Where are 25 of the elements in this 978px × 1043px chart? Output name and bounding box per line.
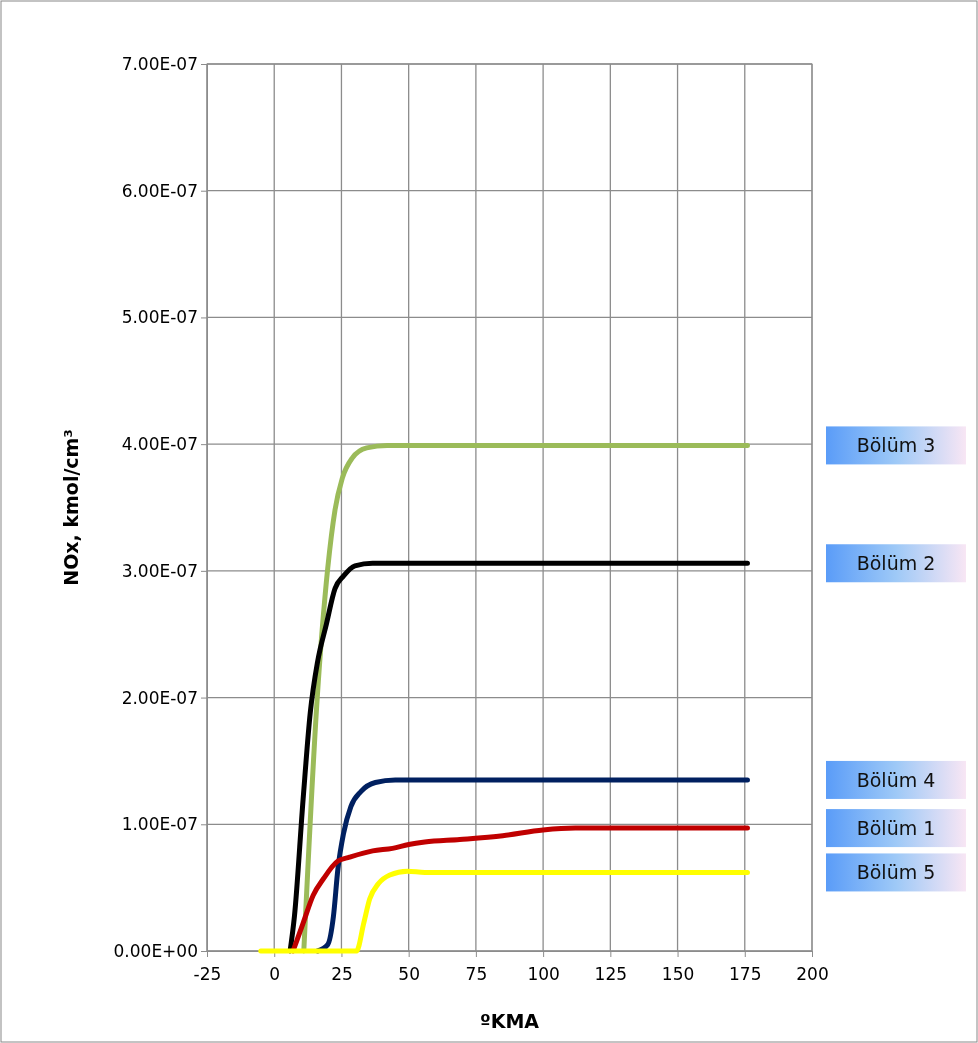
x-tick-label: 175	[729, 964, 762, 985]
text: Bölüm 5	[856, 861, 936, 884]
x-tick-label: 50	[398, 964, 420, 985]
y-tick-label: 4.00E-07	[121, 434, 198, 455]
y-tick-label: 1.00E-07	[121, 814, 198, 835]
x-tick-label: 75	[465, 964, 488, 985]
x-tick-label: 100	[527, 964, 560, 985]
y-tick-label: 6.00E-07	[121, 180, 198, 201]
x-tick-label: 150	[661, 964, 695, 985]
y-tick-label: 2.00E-07	[121, 687, 198, 708]
x-axis-title: ºKMA	[479, 1010, 540, 1032]
y-tick-label: 3.00E-07	[121, 560, 198, 581]
y-axis-title: NOx, kmol/cm³	[60, 429, 82, 586]
text: Bölüm 2	[856, 552, 936, 575]
text: Bölüm 3	[856, 434, 936, 457]
text: Bölüm 1	[856, 817, 936, 840]
y-tick-label: 7.00E-07	[121, 53, 198, 74]
y-tick-label: 5.00E-07	[121, 307, 198, 328]
x-tick-label: 0	[269, 964, 281, 985]
x-tick-label: 200	[796, 964, 829, 985]
x-tick-label: 25	[331, 964, 353, 985]
y-tick-label: 0.00E+00	[113, 940, 198, 961]
text: Bölüm 4	[856, 768, 936, 791]
x-tick-label: 125	[594, 964, 628, 985]
x-tick-label: -25	[193, 964, 222, 985]
